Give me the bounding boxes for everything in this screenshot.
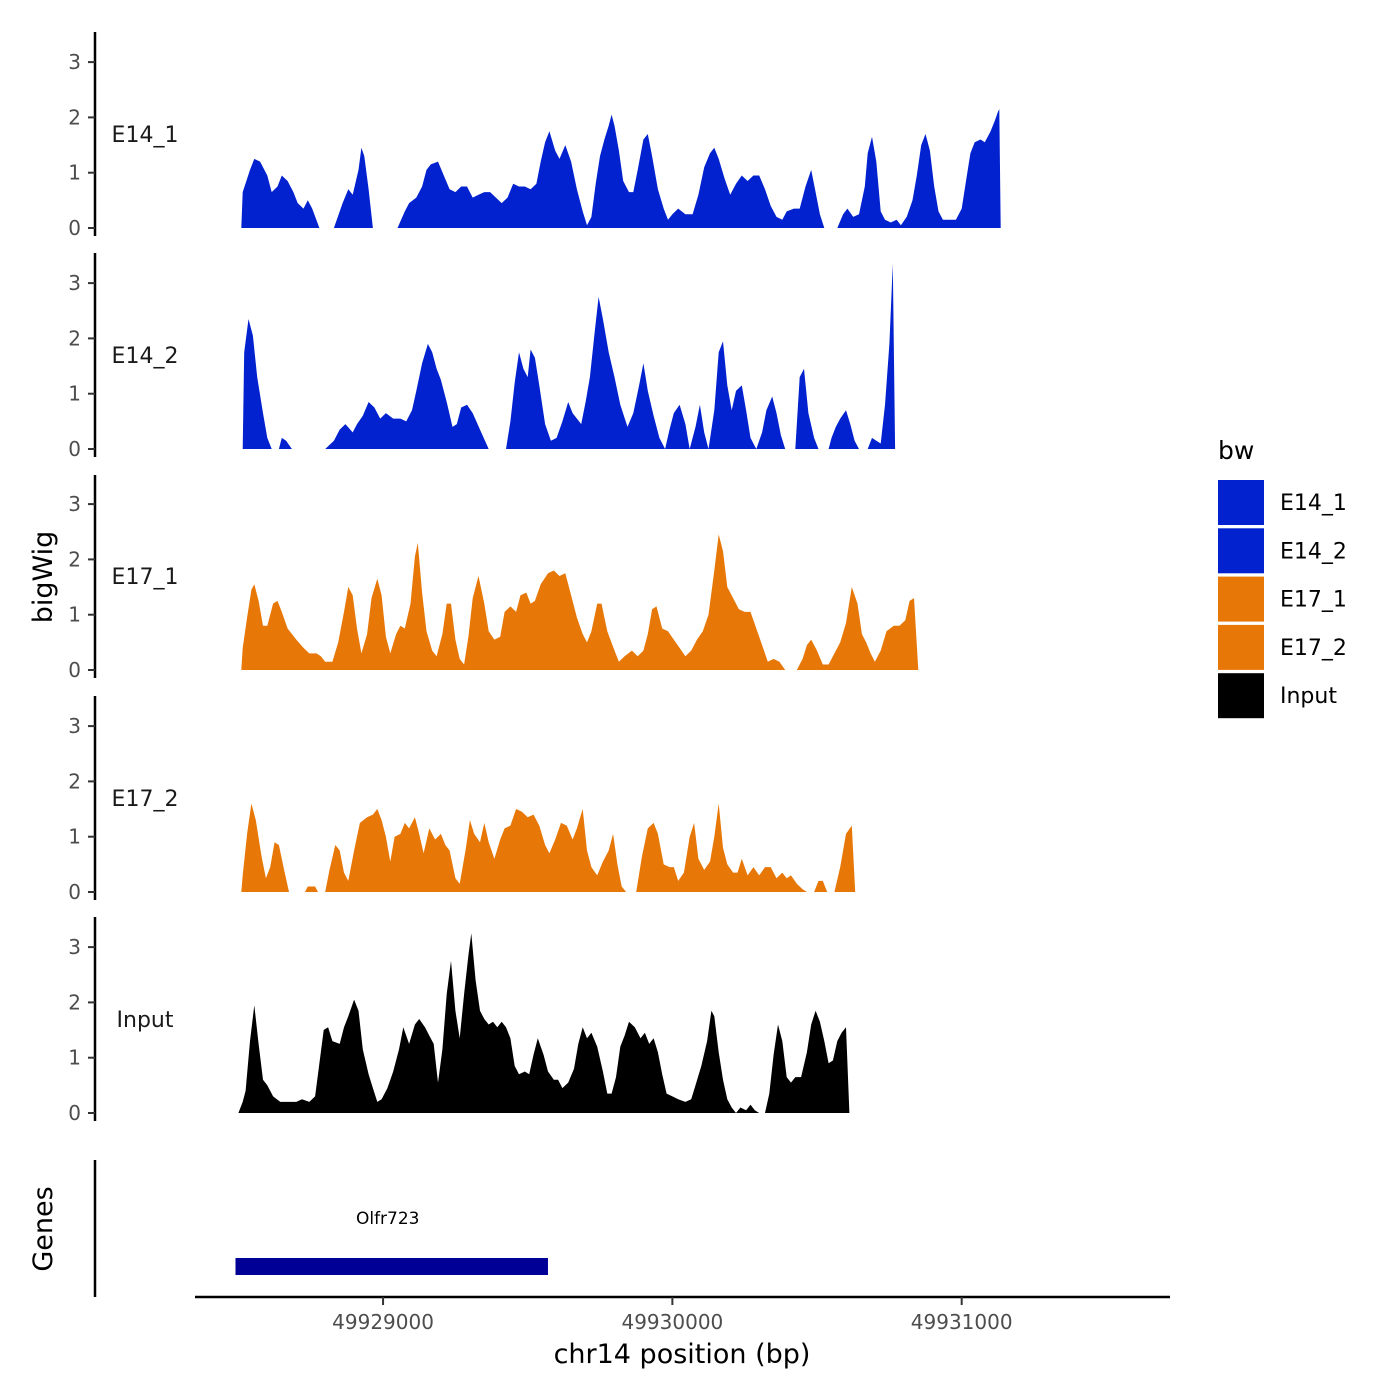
genes-axis-title: Genes (28, 1186, 59, 1271)
y-tick-label: 1 (68, 603, 81, 627)
legend-label-input: Input (1280, 684, 1337, 709)
legend-title: bw (1218, 436, 1254, 465)
gene-bar-olfr723 (235, 1258, 548, 1275)
y-tick-label: 2 (68, 990, 81, 1014)
y-tick-label: 3 (68, 50, 81, 74)
track-area-e14_2 (242, 263, 896, 449)
legend-swatch-e14_2 (1218, 528, 1264, 574)
y-tick-label: 3 (68, 714, 81, 738)
legend-label-e14_2: E14_2 (1280, 539, 1347, 564)
track-area-e14_1 (241, 109, 1001, 228)
legend-label-e17_1: E17_1 (1280, 588, 1347, 613)
y-tick-label: 2 (68, 769, 81, 793)
track-label-e14_2: E14_2 (112, 344, 179, 369)
y-axis-title: bigWig (28, 531, 59, 624)
y-tick-label: 2 (68, 326, 81, 350)
track-label-e17_2: E17_2 (112, 787, 179, 812)
y-tick-label: 2 (68, 105, 81, 129)
y-tick-label: 3 (68, 935, 81, 959)
x-axis-title: chr14 position (bp) (554, 1339, 811, 1370)
y-tick-label: 3 (68, 271, 81, 295)
y-tick-label: 1 (68, 161, 81, 185)
legend-label-e14_1: E14_1 (1280, 491, 1347, 516)
track-label-e17_1: E17_1 (112, 565, 179, 590)
x-tick-label: 49931000 (911, 1310, 1013, 1334)
y-tick-label: 3 (68, 492, 81, 516)
y-tick-label: 0 (68, 658, 81, 682)
y-tick-label: 0 (68, 880, 81, 904)
y-tick-label: 1 (68, 382, 81, 406)
track-label-e14_1: E14_1 (112, 123, 179, 148)
track-area-input (238, 933, 850, 1113)
track-area-e17_1 (241, 534, 919, 670)
legend-swatch-e14_1 (1218, 480, 1264, 525)
y-tick-label: 1 (68, 1046, 81, 1070)
y-tick-label: 0 (68, 437, 81, 461)
y-tick-label: 0 (68, 216, 81, 240)
track-label-input: Input (117, 1008, 174, 1033)
legend-label-e17_2: E17_2 (1280, 636, 1347, 661)
track-area-e17_2 (241, 803, 856, 892)
y-tick-label: 1 (68, 825, 81, 849)
gene-label-olfr723: Olfr723 (356, 1209, 420, 1229)
legend-swatch-e17_2 (1218, 624, 1264, 670)
y-tick-label: 2 (68, 547, 81, 571)
legend-swatch-input (1218, 673, 1264, 719)
legend-swatch-e17_1 (1218, 576, 1264, 622)
y-tick-label: 0 (68, 1101, 81, 1125)
x-tick-label: 49930000 (621, 1310, 723, 1334)
x-tick-label: 49929000 (332, 1310, 434, 1334)
